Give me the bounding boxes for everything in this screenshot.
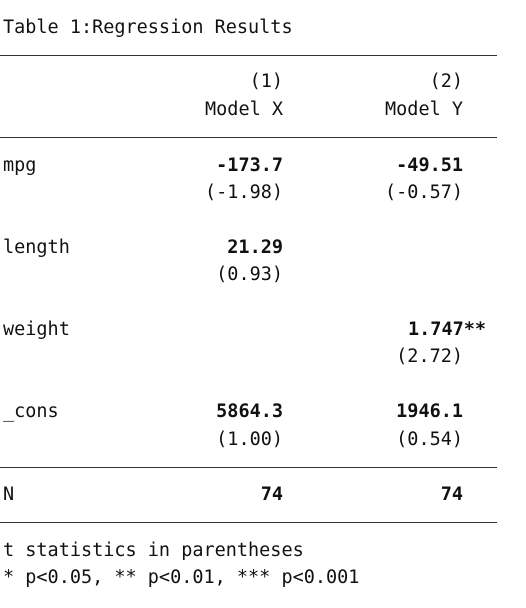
coefficient: 5864.3 [216, 401, 283, 422]
rule [0, 467, 497, 468]
coefficient: -49.51 [396, 155, 463, 176]
note: t statistics in parentheses [3, 540, 304, 561]
observations: 74 [440, 484, 463, 505]
column-number: (1) [249, 71, 283, 92]
rule [0, 522, 497, 523]
table-title: Table 1:Regression Results [3, 17, 293, 38]
row-label: length [3, 237, 70, 258]
t-stat: (0.54) [396, 429, 463, 450]
rule [0, 137, 497, 138]
row-label: _cons [3, 401, 59, 422]
row-label: N [3, 484, 15, 505]
rule [0, 55, 497, 56]
coefficient: 1.747** [408, 319, 486, 340]
column-name: Model Y [385, 99, 463, 120]
column-name: Model X [205, 99, 283, 120]
row-label: weight [3, 319, 70, 340]
column-number: (2) [429, 71, 463, 92]
t-stat: (-1.98) [205, 182, 283, 203]
note: * p<0.05, ** p<0.01, *** p<0.001 [3, 567, 360, 588]
coefficient: 21.29 [227, 237, 283, 258]
t-stat: (-0.57) [385, 182, 463, 203]
coefficient: -173.7 [216, 155, 283, 176]
coefficient: 1946.1 [396, 401, 463, 422]
t-stat: (0.93) [216, 264, 283, 285]
observations: 74 [260, 484, 283, 505]
t-stat: (1.00) [216, 429, 283, 450]
t-stat: (2.72) [396, 346, 463, 367]
row-label: mpg [3, 155, 37, 176]
